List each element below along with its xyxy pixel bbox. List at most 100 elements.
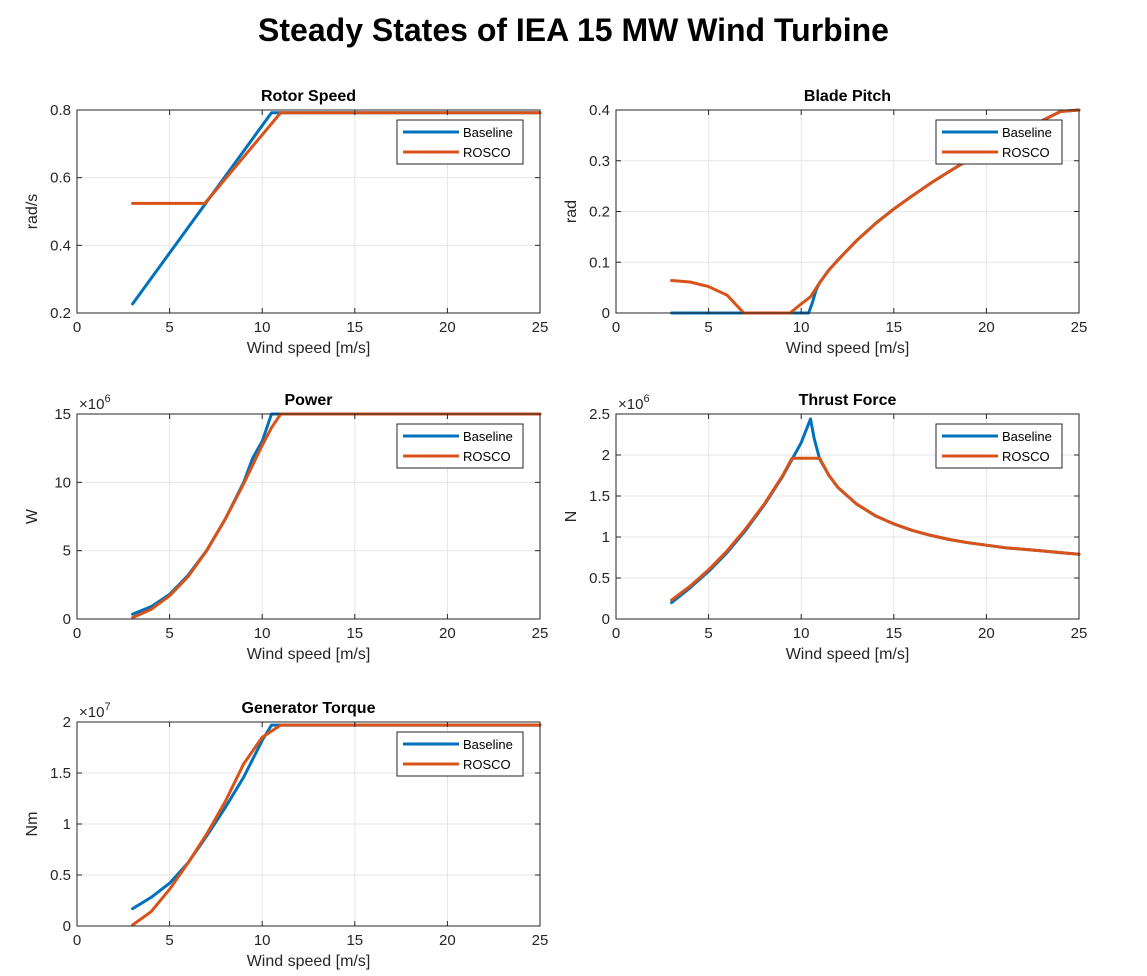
chart-title: Rotor Speed: [261, 88, 356, 105]
x-tick-label: 5: [704, 319, 712, 336]
x-tick-label: 5: [704, 625, 712, 642]
chart-title: Generator Torque: [242, 700, 376, 717]
legend-label-rosco: ROSCO: [1002, 449, 1050, 464]
y-tick-label: 0.4: [589, 102, 610, 119]
chart-title: Blade Pitch: [804, 88, 891, 105]
x-tick-label: 10: [254, 319, 271, 336]
series-line-rosco: [131, 111, 542, 205]
legend: Baseline ROSCO: [396, 119, 524, 165]
chart-title: Power: [284, 392, 332, 409]
y-tick-label: 0.8: [50, 102, 71, 119]
legend: Baseline ROSCO: [935, 423, 1063, 469]
y-tick-label: 0: [63, 918, 71, 935]
figure-title: Steady States of IEA 15 MW Wind Turbine: [258, 12, 889, 48]
y-axis-exponent: ×107: [79, 701, 111, 721]
x-tick-label: 10: [793, 625, 810, 642]
y-axis-label: Nm: [24, 812, 41, 837]
x-tick-label: 15: [346, 932, 363, 949]
y-axis-label: rad: [563, 200, 580, 223]
y-tick-label: 0: [602, 611, 610, 628]
legend-label-baseline: Baseline: [463, 125, 513, 140]
legend-label-baseline: Baseline: [463, 429, 513, 444]
x-axis-label: Wind speed [m/s]: [786, 340, 910, 357]
x-tick-label: 20: [978, 625, 995, 642]
legend-label-baseline: Baseline: [1002, 429, 1052, 444]
y-tick-label: 1.5: [589, 488, 610, 505]
y-axis-label: rad/s: [24, 194, 41, 230]
x-tick-label: 0: [612, 625, 620, 642]
legend-label-rosco: ROSCO: [1002, 145, 1050, 160]
x-tick-label: 25: [532, 625, 549, 642]
legend-box: [396, 731, 524, 777]
legend-box: [935, 423, 1063, 469]
x-tick-label: 5: [165, 932, 173, 949]
y-tick-label: 1.5: [50, 765, 71, 782]
legend: Baseline ROSCO: [396, 731, 524, 777]
y-tick-label: 0.6: [50, 170, 71, 187]
x-tick-label: 0: [73, 319, 81, 336]
x-tick-label: 10: [254, 625, 271, 642]
x-tick-label: 20: [978, 319, 995, 336]
axes-box: [615, 413, 1080, 620]
y-tick-label: 0: [63, 611, 71, 628]
x-tick-label: 25: [1071, 625, 1088, 642]
y-tick-label: 2: [63, 714, 71, 731]
x-tick-label: 15: [346, 625, 363, 642]
legend-box: [396, 119, 524, 165]
x-tick-label: 25: [532, 319, 549, 336]
legend: Baseline ROSCO: [396, 423, 524, 469]
y-tick-label: 0.5: [50, 867, 71, 884]
x-axis-label: Wind speed [m/s]: [247, 646, 371, 663]
y-tick-label: 2: [602, 447, 610, 464]
x-tick-label: 25: [1071, 319, 1088, 336]
x-axis-label: Wind speed [m/s]: [247, 340, 371, 357]
chart-blade-pitch: 0 5 10 15 20 25 0 0.1 0.2 0.3 0.4 Blade Pitch Wind s…: [563, 88, 1087, 357]
y-tick-label: 0.4: [50, 237, 71, 254]
series-line-rosco: [670, 456, 1081, 602]
legend-box: [396, 423, 524, 469]
chart-generator-torque: 0 5 10 15 20 25 0 0.5 1 1.5 2 Generator Torque Wind …: [24, 700, 548, 970]
y-tick-label: 0.3: [589, 153, 610, 170]
x-tick-label: 0: [73, 932, 81, 949]
x-tick-label: 5: [165, 319, 173, 336]
legend: Baseline ROSCO: [935, 119, 1063, 165]
axes-box: [76, 109, 541, 314]
x-tick-label: 20: [439, 625, 456, 642]
x-axis-label: Wind speed [m/s]: [247, 953, 371, 970]
x-tick-label: 10: [254, 932, 271, 949]
y-tick-label: 0.1: [589, 254, 610, 271]
chart-power: 0 5 10 15 20 25 0 5 10 15 Power Wind speed [m/s] W ×1…: [24, 392, 548, 663]
y-axis-exponent: ×106: [618, 393, 650, 413]
series-line-rosco: [131, 412, 542, 620]
legend-box: [935, 119, 1063, 165]
series-line-rosco: [131, 723, 542, 927]
y-tick-label: 5: [63, 543, 71, 560]
legend-label-baseline: Baseline: [463, 737, 513, 752]
axes-box: [76, 413, 541, 620]
legend-label-baseline: Baseline: [1002, 125, 1052, 140]
y-axis-label: N: [563, 511, 580, 523]
x-tick-label: 5: [165, 625, 173, 642]
x-tick-label: 20: [439, 319, 456, 336]
chart-rotor-speed: 0 5 10 15 20 25 0.2 0.4 0.6 0.8 Rotor Speed Wind sp…: [24, 88, 548, 357]
y-tick-label: 0.2: [50, 305, 71, 322]
y-tick-label: 0: [602, 305, 610, 322]
x-tick-label: 15: [346, 319, 363, 336]
x-tick-label: 15: [885, 625, 902, 642]
legend-label-rosco: ROSCO: [463, 145, 511, 160]
x-tick-label: 25: [532, 932, 549, 949]
y-tick-label: 0.2: [589, 204, 610, 221]
chart-title: Thrust Force: [799, 392, 897, 409]
y-tick-label: 1: [602, 529, 610, 546]
y-axis-label: W: [24, 508, 41, 524]
x-tick-label: 20: [439, 932, 456, 949]
x-tick-label: 15: [885, 319, 902, 336]
x-tick-label: 0: [73, 625, 81, 642]
y-tick-label: 0.5: [589, 570, 610, 587]
y-axis-exponent: ×106: [79, 393, 111, 413]
x-tick-label: 10: [793, 319, 810, 336]
x-axis-label: Wind speed [m/s]: [786, 646, 910, 663]
y-tick-label: 1: [63, 816, 71, 833]
chart-thrust-force: 0 5 10 15 20 25 0 0.5 1 1.5 2 2.5 Thrust Force Wind s…: [563, 392, 1087, 663]
